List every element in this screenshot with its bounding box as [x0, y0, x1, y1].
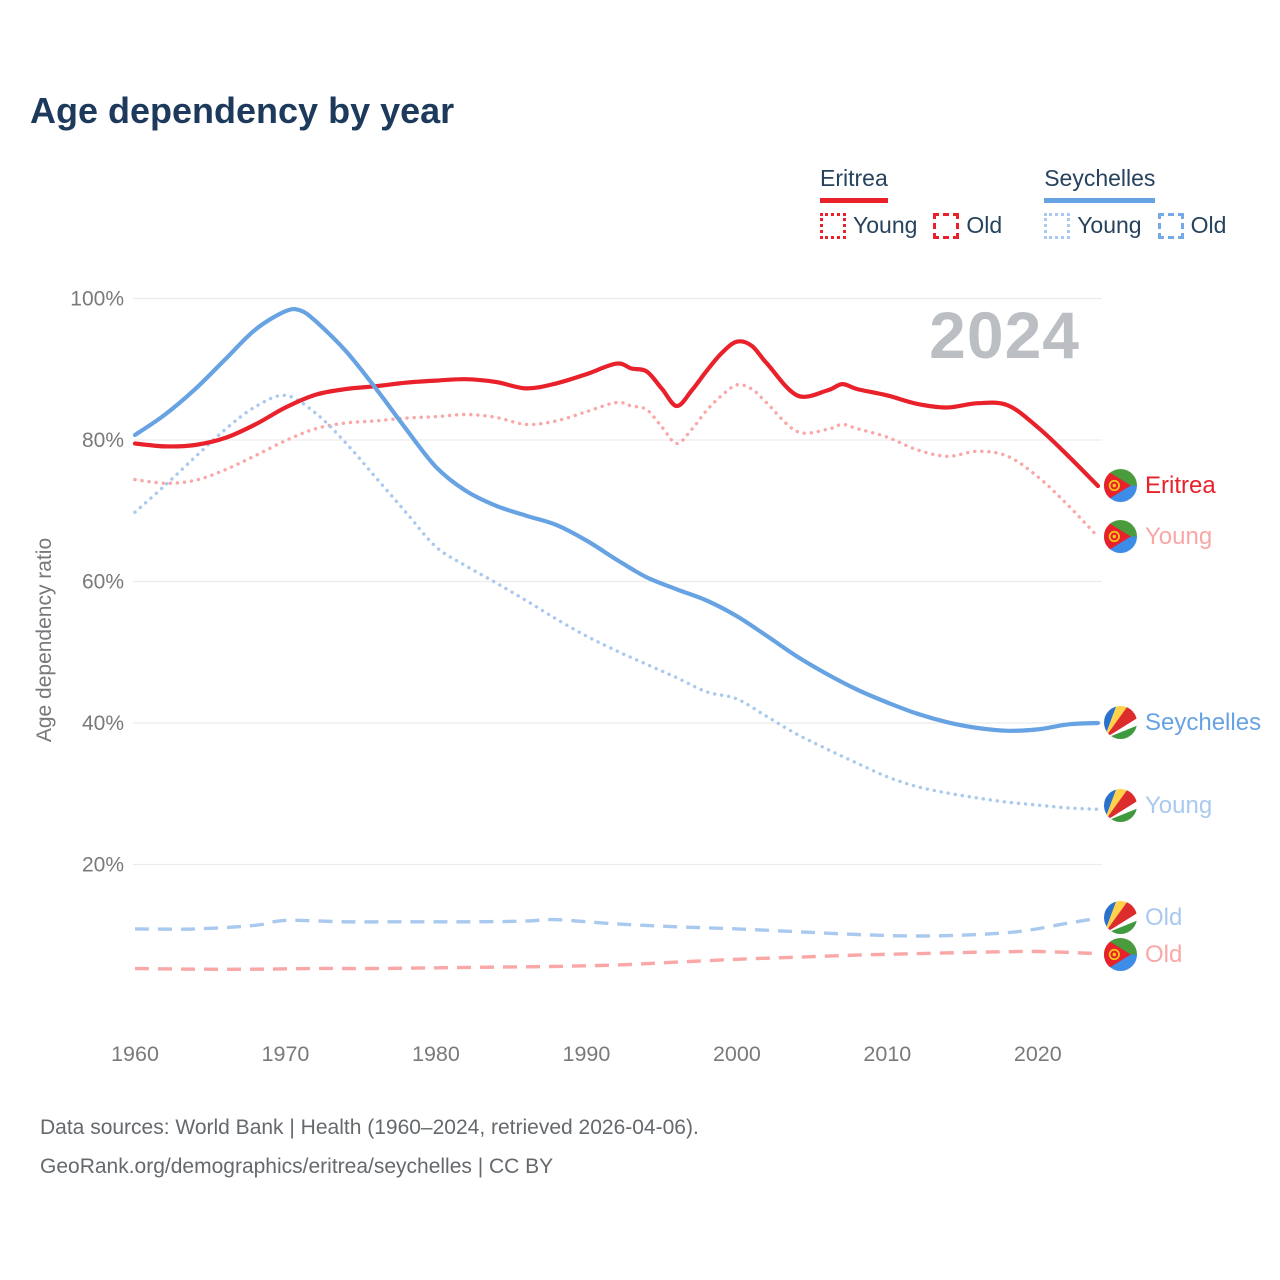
eritrea-young-swatch-icon [820, 212, 846, 239]
end-label-seychelles-old: Old [1104, 901, 1182, 934]
legend-col-eritrea: Eritrea Young Old [820, 165, 1002, 239]
seychelles-flag-icon [1104, 706, 1137, 739]
legend-row-eritrea: Young Old [820, 212, 1002, 239]
legend-seychelles-label[interactable]: Seychelles [1044, 165, 1156, 203]
legend-seychelles-young-label: Young [1077, 212, 1142, 238]
legend: Eritrea Young Old Seychelles Young [820, 165, 1226, 239]
end-label-seychelles-total: Seychelles [1104, 706, 1261, 739]
x-tick-2010: 2010 [863, 1042, 911, 1066]
eritrea-flag-icon [1104, 938, 1137, 971]
legend-seychelles-old-label: Old [1190, 212, 1227, 238]
y-tick-60: 60% [82, 571, 124, 594]
end-label-eritrea-old: Old [1104, 938, 1182, 971]
line-seychelles-old [134, 916, 1099, 938]
end-label-text: Eritrea [1145, 471, 1216, 499]
watermark-year: 2024 [929, 298, 1080, 372]
end-label-seychelles-young: Young [1104, 789, 1212, 822]
eritrea-flag-icon [1104, 520, 1137, 553]
x-tick-1990: 1990 [562, 1042, 610, 1066]
seychelles-young-swatch-icon [1044, 212, 1071, 239]
y-tick-100: 100% [70, 288, 124, 311]
legend-col-seychelles: Seychelles Young Old [1044, 165, 1226, 239]
line-eritrea-total [132, 339, 1101, 489]
seychelles-flag-icon [1104, 789, 1137, 822]
legend-item-seychelles-young[interactable]: Young [1044, 212, 1142, 239]
x-tick-1960: 1960 [111, 1042, 159, 1066]
legend-eritrea-label[interactable]: Eritrea [820, 165, 888, 203]
end-label-text: Old [1145, 940, 1183, 968]
seychelles-old-swatch-icon [1157, 212, 1184, 239]
legend-eritrea-young-label: Young [853, 212, 918, 238]
x-tick-1980: 1980 [412, 1042, 460, 1066]
x-tick-2020: 2020 [1014, 1042, 1062, 1066]
x-tick-1970: 1970 [262, 1042, 310, 1066]
y-tick-80: 80% [82, 429, 124, 452]
y-tick-20: 20% [82, 854, 124, 877]
attribution-line: GeoRank.org/demographics/eritrea/seychel… [40, 1155, 554, 1178]
line-seychelles-young [133, 393, 1100, 811]
y-tick-40: 40% [82, 712, 124, 735]
seychelles-flag-icon [1104, 901, 1137, 934]
line-seychelles-total [132, 306, 1101, 733]
legend-eritrea-old-label: Old [966, 212, 1003, 238]
end-label-eritrea-young: Young [1104, 520, 1212, 553]
footer: Data sources: World Bank | Health (1960–… [40, 1108, 699, 1186]
end-label-text: Seychelles [1145, 708, 1262, 736]
page-title: Age dependency by year [30, 90, 455, 131]
data-sources-line: Data sources: World Bank | Health (1960–… [40, 1116, 699, 1139]
end-label-text: Old [1145, 903, 1183, 931]
eritrea-flag-icon [1104, 469, 1137, 502]
end-label-eritrea-total: Eritrea [1104, 469, 1216, 502]
legend-item-seychelles-old[interactable]: Old [1157, 212, 1227, 239]
legend-item-eritrea-old[interactable]: Old [933, 212, 1002, 239]
x-tick-2000: 2000 [713, 1042, 761, 1066]
end-label-text: Young [1145, 791, 1213, 819]
legend-row-seychelles: Young Old [1044, 212, 1226, 239]
eritrea-old-swatch-icon [933, 212, 960, 239]
line-eritrea-old [134, 949, 1099, 971]
end-label-text: Young [1145, 522, 1213, 550]
legend-item-eritrea-young[interactable]: Young [820, 212, 917, 239]
